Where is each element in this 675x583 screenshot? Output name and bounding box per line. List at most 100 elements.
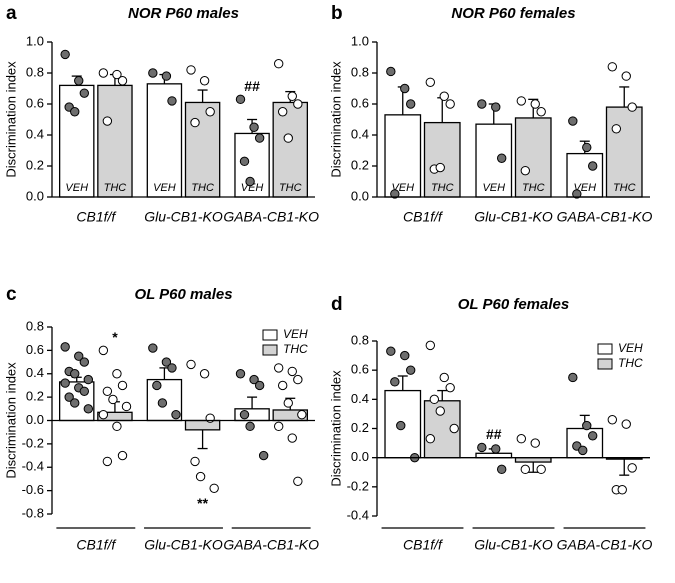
chart-title: OL P60 females (458, 296, 569, 313)
data-point (102, 386, 113, 396)
data-point (112, 421, 122, 432)
data-point (108, 394, 118, 405)
y-tick-label: 0.0 (351, 449, 369, 464)
data-point (287, 91, 297, 101)
annotation: * (112, 329, 118, 345)
y-tick-label: 0.2 (351, 420, 369, 435)
data-point (287, 366, 297, 377)
data-point (112, 69, 122, 80)
bar (58, 84, 95, 198)
data-point (245, 421, 255, 432)
y-axis-label: Discrimination index (328, 61, 343, 178)
data-point (287, 433, 297, 443)
chart-title: OL P60 males (134, 286, 232, 303)
data-point (102, 456, 113, 467)
data-point (587, 161, 598, 171)
data-point (239, 409, 250, 420)
annotation: ## (244, 78, 260, 94)
data-point (117, 76, 128, 86)
data-point (273, 59, 284, 69)
data-point (617, 485, 627, 495)
data-point (530, 438, 540, 448)
y-tick-label: 0.4 (351, 126, 369, 141)
bar (475, 123, 513, 198)
x-tick-label: CB1f/f (76, 209, 117, 225)
data-point (477, 442, 487, 453)
y-tick-label: -0.8 (22, 505, 44, 520)
data-point (74, 351, 84, 361)
data-point (425, 340, 436, 351)
x-tick-label: GABA-CB1-KO (557, 537, 653, 553)
data-point (60, 342, 70, 352)
data-point (148, 68, 158, 78)
data-point (245, 176, 255, 187)
data-point (429, 394, 440, 405)
data-point (516, 434, 527, 444)
y-tick-label: 1.0 (351, 33, 369, 48)
data-point (277, 107, 288, 117)
data-point (520, 464, 531, 475)
y-axis-label: Discrimination index (3, 61, 18, 178)
bar (566, 152, 604, 198)
panel-label: c (6, 284, 17, 305)
data-point (161, 357, 172, 367)
data-point (273, 363, 284, 373)
data-point (117, 380, 128, 391)
data-point (449, 423, 459, 434)
y-tick-label: 0.4 (26, 365, 44, 380)
data-point (70, 369, 80, 379)
data-point (186, 65, 196, 75)
bar-label: THC (191, 182, 214, 194)
annotation: ** (197, 495, 208, 511)
legend-swatch (597, 358, 613, 370)
data-point (405, 365, 416, 375)
bar (514, 457, 552, 463)
y-tick-label: 0.6 (351, 95, 369, 110)
bar-label: THC (104, 182, 127, 194)
data-point (516, 96, 527, 106)
x-tick-label: Glu-CB1-KO (474, 209, 553, 225)
y-tick-label: 0.6 (26, 342, 44, 357)
data-point (390, 377, 400, 387)
bar (605, 106, 643, 198)
legend-swatch (262, 344, 278, 356)
data-point (117, 450, 128, 461)
bar-label: VEH (153, 182, 176, 194)
bar-label: THC (613, 182, 636, 194)
data-point (102, 116, 113, 126)
bar (384, 114, 422, 198)
data-point (195, 471, 206, 482)
data-point (79, 386, 90, 396)
y-tick-label: 0.6 (26, 95, 44, 110)
data-point (161, 71, 172, 81)
data-point (293, 476, 303, 486)
data-point (254, 133, 265, 143)
data-point (572, 189, 582, 199)
chart-title: NOR P60 males (128, 5, 239, 22)
panel-label: b (331, 3, 343, 24)
x-tick-label: Glu-CB1-KO (474, 537, 553, 553)
data-point (167, 363, 177, 373)
bar (514, 117, 552, 198)
y-tick-label: 0.2 (351, 157, 369, 172)
data-point (277, 380, 288, 391)
data-point (390, 189, 400, 199)
legend-label: THC (618, 356, 643, 370)
data-point (70, 107, 80, 117)
data-point (578, 445, 588, 456)
data-point (112, 369, 122, 379)
y-tick-label: 1.0 (26, 33, 44, 48)
legend-label: THC (283, 342, 308, 356)
data-point (536, 107, 546, 117)
data-point (607, 62, 618, 72)
bar-label: THC (279, 182, 302, 194)
y-tick-label: 0.8 (26, 64, 44, 79)
data-point (491, 102, 501, 112)
data-point (611, 124, 622, 134)
data-point (405, 99, 416, 109)
data-point (205, 107, 215, 117)
y-tick-label: 0.4 (351, 391, 369, 406)
data-point (477, 99, 487, 109)
x-tick-label: GABA-CB1-KO (557, 209, 653, 225)
panel-label: d (331, 294, 343, 315)
